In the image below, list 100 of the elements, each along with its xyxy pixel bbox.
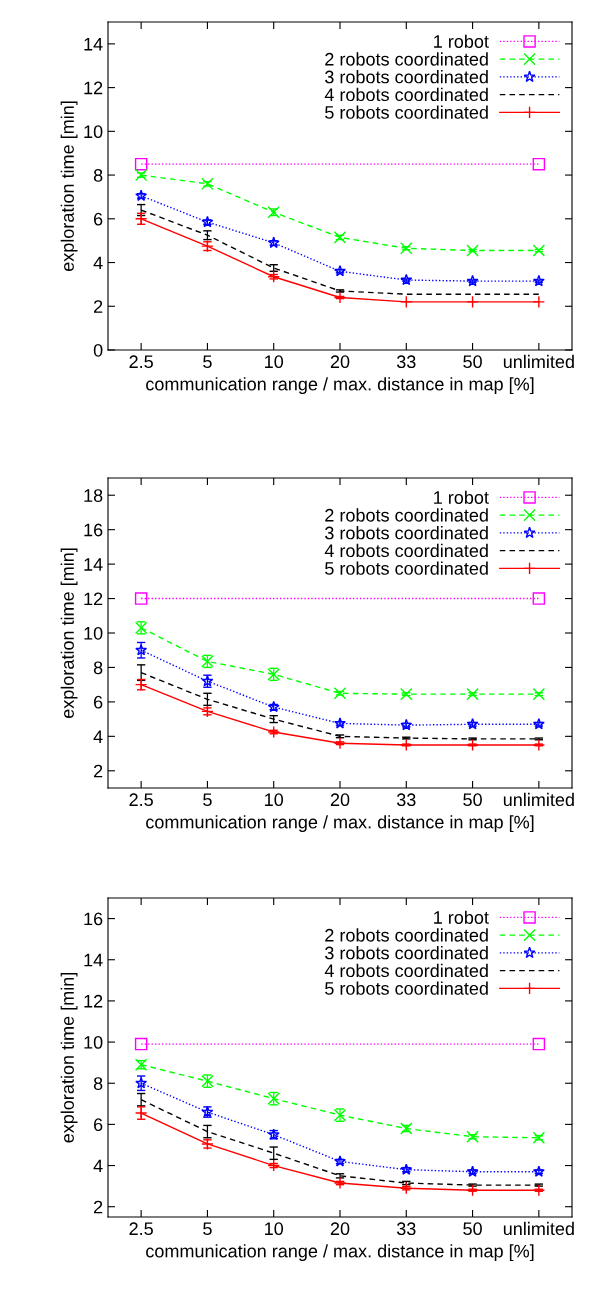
x-tick-label: 50	[463, 1222, 482, 1236]
legend-label: 1 robot	[434, 490, 489, 504]
y-axis-title: exploration time [min]	[60, 972, 78, 1143]
y-tick-label: 2	[94, 300, 103, 313]
point	[532, 295, 546, 309]
x-axis-title: communication range / max. distance in map [%]	[146, 815, 534, 833]
x-tick-label: 2.5	[129, 355, 153, 369]
y-tick-label: 12	[84, 994, 103, 1008]
y-tick-label: 4	[93, 730, 103, 743]
y-tick-label: 14	[84, 37, 103, 51]
x-tick-label: unlimited	[503, 354, 574, 369]
legend-label: 1 robot	[434, 34, 489, 48]
legend-label: 4 robots coordinated	[324, 87, 488, 102]
point	[400, 738, 413, 752]
point	[466, 295, 479, 309]
x-tick-label: 10	[265, 1222, 284, 1236]
point	[532, 274, 545, 287]
x-axis-title: communication range / max. distance in map [%]	[146, 1244, 534, 1262]
legend-label: 3 robots coordinated	[325, 946, 488, 960]
point	[466, 1183, 479, 1197]
y-axis-title: exploration time [min]	[60, 101, 78, 272]
point	[532, 1165, 545, 1177]
y-tick-label: 6	[94, 1118, 103, 1132]
point	[201, 215, 214, 228]
point	[333, 687, 347, 700]
y-tick-label: 10	[84, 125, 103, 139]
y-tick-label: 18	[84, 489, 103, 502]
legend-label: 3 robots coordinated	[325, 526, 488, 540]
y-tick-label: 6	[94, 212, 103, 226]
point	[333, 1176, 347, 1190]
y-tick-label: 14	[84, 558, 103, 571]
point	[134, 592, 148, 605]
y-tick-label: 16	[84, 523, 103, 537]
point	[466, 687, 479, 701]
y-tick-label: 8	[93, 1077, 103, 1090]
y-tick-label: 0	[93, 343, 103, 357]
y-tick-label: 4	[93, 1159, 103, 1173]
y-tick-label: 10	[84, 1036, 103, 1049]
point	[333, 736, 347, 750]
x-tick-label: 5	[203, 355, 212, 369]
y-tick-label: 8	[93, 661, 103, 675]
point	[532, 244, 546, 257]
x-tick-label: 50	[463, 355, 482, 369]
legend-label: 2 robots coordinated	[325, 928, 488, 942]
point	[532, 157, 546, 171]
y-axis-title: exploration time [min]	[60, 548, 78, 719]
x-tick-label: 33	[396, 355, 416, 369]
point	[400, 718, 413, 731]
point	[334, 265, 346, 277]
legend-label: 5 robots coordinated	[325, 981, 488, 995]
point	[267, 725, 280, 739]
point	[400, 273, 413, 286]
point	[532, 1037, 546, 1051]
x-tick-label: 50	[463, 793, 482, 807]
point	[134, 157, 148, 171]
x-tick-label: 20	[330, 793, 350, 807]
y-tick-label: 12	[84, 592, 103, 606]
point	[400, 1181, 413, 1195]
x-tick-label: 5	[203, 1222, 212, 1236]
point	[201, 177, 214, 191]
point	[400, 687, 413, 701]
legend-label: 5 robots coordinated	[325, 105, 488, 119]
point	[333, 291, 347, 304]
point	[532, 687, 546, 701]
x-tick-label: 2.5	[129, 793, 153, 807]
legend-label: 2 robots coordinated	[325, 508, 488, 522]
point	[466, 738, 479, 752]
legend-label: 4 robots coordinated	[324, 543, 488, 558]
y-tick-label: 10	[84, 626, 103, 640]
point	[400, 295, 413, 309]
point	[532, 1131, 546, 1145]
x-tick-label: 10	[265, 793, 284, 807]
legend-label: 2 robots coordinated	[325, 52, 488, 66]
x-tick-label: unlimited	[503, 1221, 574, 1236]
point	[532, 592, 546, 605]
x-tick-label: unlimited	[503, 792, 574, 807]
legend-label: 4 robots coordinated	[324, 963, 488, 978]
point	[134, 168, 148, 182]
legend-label: 5 robots coordinated	[325, 561, 488, 575]
legend-label: 1 robot	[434, 910, 489, 924]
point	[134, 1037, 148, 1051]
line-series	[140, 1098, 540, 1186]
x-tick-label: 10	[265, 355, 284, 369]
y-tick-label: 8	[93, 169, 103, 182]
x-tick-label: 20	[330, 1222, 350, 1236]
y-tick-label: 4	[93, 256, 103, 270]
line-series	[140, 209, 540, 295]
x-tick-label: 33	[396, 793, 416, 807]
x-axis-title: communication range / max. distance in map [%]	[146, 377, 534, 395]
x-tick-label: 2.5	[129, 1222, 153, 1236]
x-tick-label: 20	[330, 355, 350, 369]
point	[400, 242, 413, 255]
point	[532, 1183, 546, 1197]
legend-label: 3 robots coordinated	[325, 70, 488, 84]
point	[532, 738, 546, 752]
y-tick-label: 2	[94, 1200, 103, 1214]
y-tick-label: 6	[94, 695, 103, 709]
point	[466, 244, 479, 257]
y-tick-label: 14	[84, 953, 103, 967]
point	[466, 1165, 479, 1177]
